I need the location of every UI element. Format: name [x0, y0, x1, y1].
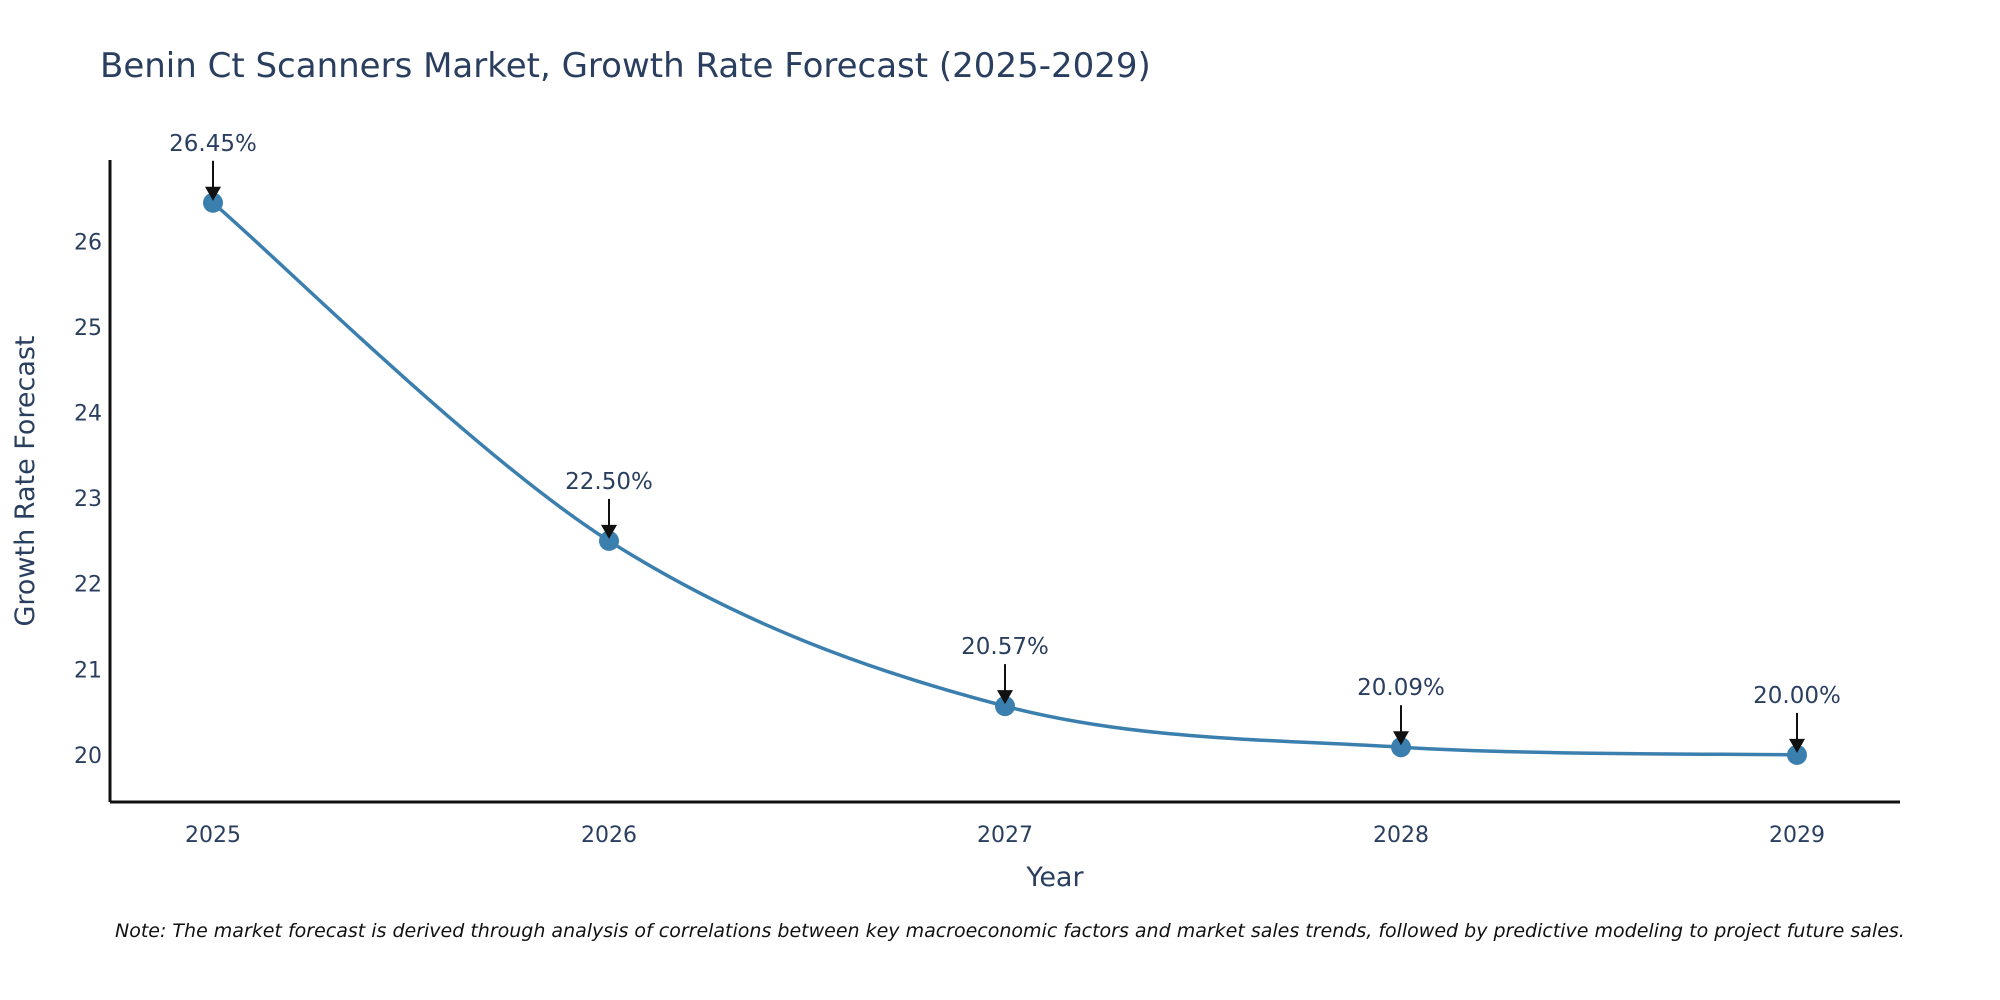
- data-point: [995, 696, 1015, 717]
- annotation-arrow-head: [1789, 738, 1805, 753]
- y-tick-label: 22: [74, 573, 102, 598]
- x-tick-label: 2025: [185, 823, 241, 848]
- y-tick-label: 20: [74, 744, 102, 769]
- y-axis-ticks: 20 21 22 23 24 25 26: [74, 230, 102, 769]
- data-point: [1787, 744, 1807, 765]
- annotation-arrow-head: [997, 690, 1013, 705]
- annotation-arrow-head: [205, 186, 221, 201]
- y-tick-label: 21: [74, 658, 102, 683]
- y-tick-label: 24: [74, 402, 102, 427]
- x-axis-title: Year: [1025, 862, 1084, 893]
- data-point: [203, 192, 223, 213]
- x-tick-label: 2029: [1769, 823, 1825, 848]
- data-label: 20.57%: [961, 634, 1049, 660]
- data-label: 20.09%: [1357, 675, 1445, 701]
- x-tick-label: 2026: [581, 823, 637, 848]
- data-annotations: 26.45% 22.50% 20.57% 20.09% 20.00%: [169, 131, 1841, 753]
- annotation-arrow-head: [1393, 731, 1409, 746]
- data-label: 22.50%: [565, 469, 653, 495]
- data-point: [599, 530, 619, 551]
- x-tick-label: 2027: [977, 823, 1033, 848]
- footnote: Note: The market forecast is derived thr…: [115, 920, 1905, 942]
- y-tick-label: 23: [74, 487, 102, 512]
- y-tick-label: 26: [74, 230, 102, 255]
- data-label: 26.45%: [169, 131, 257, 157]
- y-tick-label: 25: [74, 316, 102, 341]
- data-markers: [203, 192, 1807, 765]
- data-label: 20.00%: [1753, 683, 1841, 709]
- data-point: [1391, 737, 1411, 758]
- annotation-arrow-head: [601, 524, 617, 539]
- y-axis-title: Growth Rate Forecast: [10, 335, 41, 626]
- x-axis-ticks: 2025 2026 2027 2028 2029: [185, 823, 1825, 848]
- chart-title: Benin Ct Scanners Market, Growth Rate Fo…: [100, 46, 1151, 86]
- x-tick-label: 2028: [1373, 823, 1429, 848]
